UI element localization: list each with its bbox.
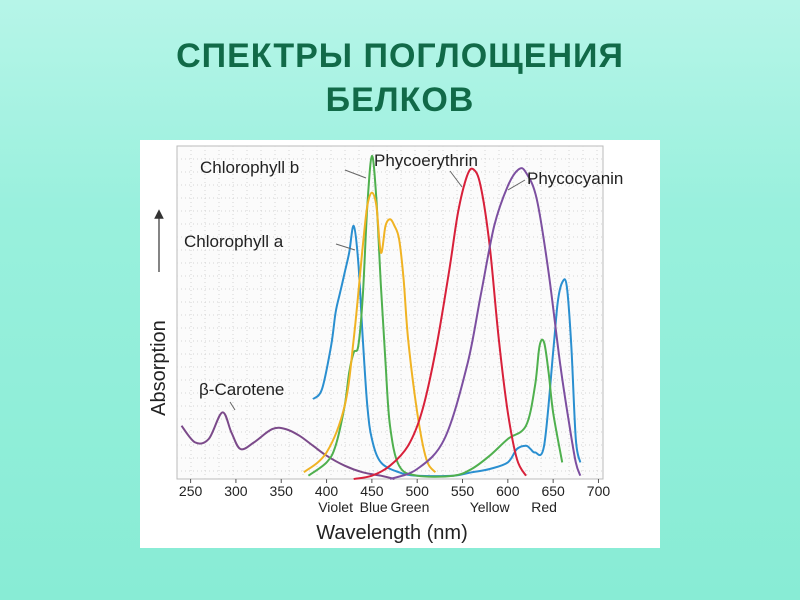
- color-band-labels: Violet Blue Green Yellow Red: [318, 499, 557, 515]
- x-tick-label: 500: [406, 483, 430, 499]
- annotation-pointer: [449, 170, 463, 188]
- x-tick-label: 300: [224, 483, 248, 499]
- series-line--carotene: [180, 411, 395, 480]
- chart-panel: Chlorophyll b Chlorophyll a Phycoerythrin P…: [140, 140, 660, 548]
- series-line-carotenoid-yellow-: [303, 191, 437, 474]
- annotation-label: Phycoerythrin: [374, 151, 478, 170]
- color-band-label: Red: [531, 499, 557, 515]
- annotation-label: Chlorophyll b: [200, 158, 299, 177]
- x-axis-label: Wavelength (nm): [316, 522, 468, 544]
- color-band-label: Yellow: [470, 499, 511, 515]
- x-tick-label: 600: [496, 483, 520, 499]
- x-tick-label: 350: [270, 483, 294, 499]
- series-line-phycoerythrin: [353, 167, 527, 480]
- slide-title: СПЕКТРЫ ПОГЛОЩЕНИЯ БЕЛКОВ: [0, 34, 800, 122]
- x-tick-label: 550: [451, 483, 475, 499]
- annotation-pointer: [507, 179, 526, 191]
- y-axis-label: Absorption: [148, 320, 170, 416]
- color-band-label: Green: [390, 499, 429, 515]
- annotation-label: Phycocyanin: [527, 169, 623, 188]
- x-tick-label: 450: [360, 483, 384, 499]
- color-band-label: Violet: [318, 499, 353, 515]
- slide-title-line1: СПЕКТРЫ ПОГЛОЩЕНИЯ: [176, 37, 624, 75]
- x-tick-label: 700: [587, 483, 611, 499]
- annotations: Chlorophyll b Chlorophyll a Phycoerythrin P…: [184, 151, 623, 411]
- annotation-pointer: [344, 169, 367, 179]
- slide-title-line2: БЕЛКОВ: [325, 81, 475, 119]
- x-tick-label: 400: [315, 483, 339, 499]
- absorption-chart: Chlorophyll b Chlorophyll a Phycoerythrin P…: [148, 145, 623, 544]
- annotation-label: Chlorophyll a: [184, 232, 284, 251]
- color-band-label: Blue: [360, 499, 388, 515]
- series-lines: [180, 154, 582, 480]
- x-tick-label: 650: [541, 483, 565, 499]
- series-line-phycocyanin: [389, 167, 582, 480]
- annotation-pointer: [229, 401, 236, 411]
- x-ticks: 250 300 350 400 450 500 550 600 650 700: [179, 479, 610, 499]
- annotation-label: β-Carotene: [199, 380, 284, 399]
- x-tick-label: 250: [179, 483, 203, 499]
- annotation-pointer: [335, 243, 356, 251]
